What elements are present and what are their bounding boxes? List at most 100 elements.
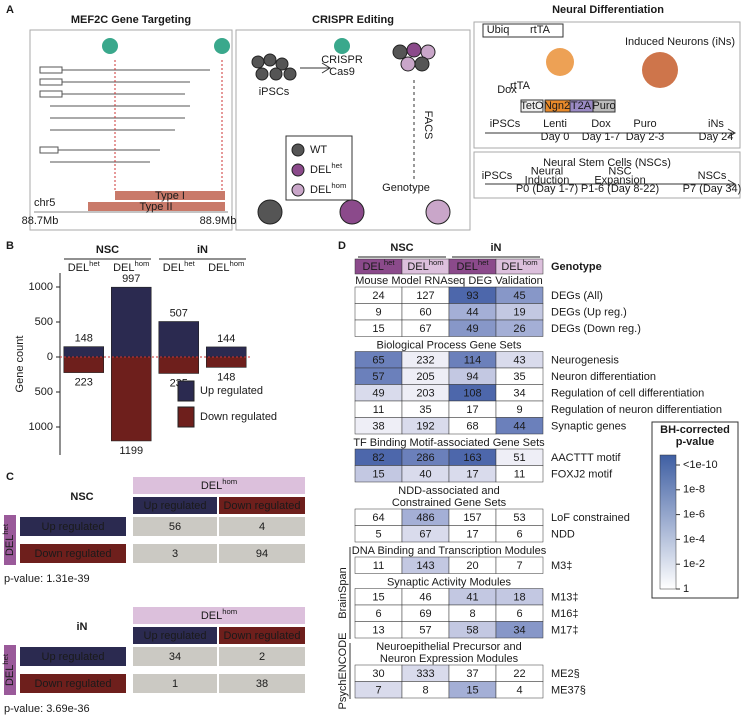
cell-value: 17: [466, 529, 478, 541]
cell-value: 30: [372, 668, 384, 680]
cell-value: 143: [416, 560, 434, 572]
genotype-header: DELhet: [362, 258, 395, 273]
cell-value: 20: [466, 560, 478, 572]
panel-title: MEF2C Gene Targeting: [71, 14, 191, 26]
cell-value: 11: [373, 404, 384, 416]
col-header-sup: hom: [222, 477, 237, 486]
section-title: Neuron Expression Modules: [380, 653, 519, 665]
construct-label: T2A: [571, 100, 592, 112]
block-label: BrainSpan: [337, 567, 349, 618]
cell-value: 94: [256, 548, 268, 560]
construct-label: Ngn2: [544, 100, 570, 112]
y-tick-label: 0: [47, 351, 53, 363]
value-label: 148: [217, 371, 235, 383]
cell-value: 51: [513, 452, 525, 464]
group-label: NSC: [96, 244, 119, 256]
cell-value: 15: [372, 323, 384, 335]
frame: [473, 151, 741, 199]
cell-value: 1: [172, 678, 178, 690]
coord-label: 88.7Mb: [22, 215, 59, 227]
cell-value: 192: [416, 421, 434, 433]
frame: [29, 29, 233, 231]
group-label: iN: [491, 242, 502, 254]
cell-value: 8: [469, 608, 475, 620]
x-tick-label-base: DEL: [113, 262, 134, 274]
row-label: M17‡: [551, 625, 579, 637]
panel-label: B: [6, 240, 14, 252]
section-title: Mouse Model RNAseq DEG Validation: [355, 275, 543, 287]
x-tick-label: DELhet: [163, 259, 196, 274]
legend-title: p-value: [676, 436, 715, 448]
block-label: PsychENCODE: [337, 632, 349, 709]
genotype-header-sup: hom: [523, 258, 538, 267]
cell-value: 44: [513, 421, 525, 433]
cell-value: 60: [419, 307, 431, 319]
colorbar-label: 1e-4: [683, 533, 705, 545]
x-tick-label-base: DEL: [163, 262, 184, 274]
row-header: DELhet: [1, 653, 16, 686]
genotype-header-base: DEL: [407, 261, 428, 273]
cell-value: 3: [172, 548, 178, 560]
cell-value: 11: [514, 469, 525, 481]
timeline-label: iNs: [708, 118, 724, 130]
transcript-type: Type II: [139, 201, 172, 213]
cell-value: 205: [416, 371, 434, 383]
cell-value: 68: [466, 421, 478, 433]
cell-value: 94: [466, 371, 478, 383]
genotype-header-sup: het: [384, 258, 396, 267]
cell-value: 6: [516, 608, 522, 620]
timeline-label: Expansion: [594, 174, 645, 186]
row-label: Neuron differentiation: [551, 371, 656, 383]
cell-value: 57: [372, 371, 384, 383]
value-label: 144: [217, 333, 235, 345]
row-label: ME2§: [551, 668, 580, 680]
row-header-base: DEL: [4, 665, 16, 686]
row-header-box: [4, 515, 16, 565]
row-label: Regulation of cell differentiation: [551, 388, 704, 400]
cell-value: 4: [259, 521, 265, 533]
cell-value: 69: [419, 608, 431, 620]
timeline-day: P7 (Day 34): [683, 183, 742, 195]
p-value: p-value: 1.31e-39: [4, 573, 90, 585]
col-label-box: [219, 627, 305, 644]
value-label: 148: [75, 333, 93, 345]
cell-value: 11: [373, 560, 384, 572]
y-tick-label: 500: [35, 316, 53, 328]
construct-label: rtTA: [510, 80, 531, 92]
value-label: 1199: [119, 445, 143, 457]
timeline-day: P0 (Day 1-7): [516, 183, 578, 195]
row-label-box: [20, 544, 126, 563]
construct-label: Dox: [497, 84, 517, 96]
cell-value: 203: [416, 388, 434, 400]
col-label-box: [219, 497, 305, 514]
row-header-sup: het: [1, 523, 10, 535]
section-title: DNA Binding and Transcription Modules: [352, 545, 547, 557]
cell-value: 4: [516, 685, 522, 697]
cell-value: 15: [372, 592, 384, 604]
x-tick-label-sup: hom: [229, 259, 244, 268]
bar: [158, 321, 200, 358]
bar: [63, 346, 105, 358]
cell: [219, 647, 305, 666]
cell-value: 82: [372, 452, 384, 464]
genotype-header-base: DEL: [362, 261, 383, 273]
x-tick-label-sup: het: [89, 259, 101, 268]
row-label: Regulation of neuron differentiation: [551, 404, 722, 416]
row-label: DEGs (All): [551, 290, 603, 302]
timeline-day: Day 24: [699, 131, 734, 143]
cell-value: 7: [375, 685, 381, 697]
y-tick-label: 1000: [29, 421, 53, 433]
col-header-base: DEL: [201, 610, 222, 622]
col-label: Up regulated: [144, 500, 207, 512]
cell: [219, 517, 305, 536]
construct-label: Ubiq: [487, 24, 510, 36]
cell: [133, 674, 217, 693]
heat-cell: [495, 681, 544, 699]
cell-value: 108: [463, 388, 481, 400]
row-label: NDD: [551, 529, 575, 541]
cell-value: 34: [513, 625, 525, 637]
construct-label: TetO: [520, 100, 544, 112]
cells-label: iPSCs: [259, 86, 290, 98]
coord-label: 88.9Mb: [200, 215, 237, 227]
table-title: iN: [77, 621, 88, 633]
